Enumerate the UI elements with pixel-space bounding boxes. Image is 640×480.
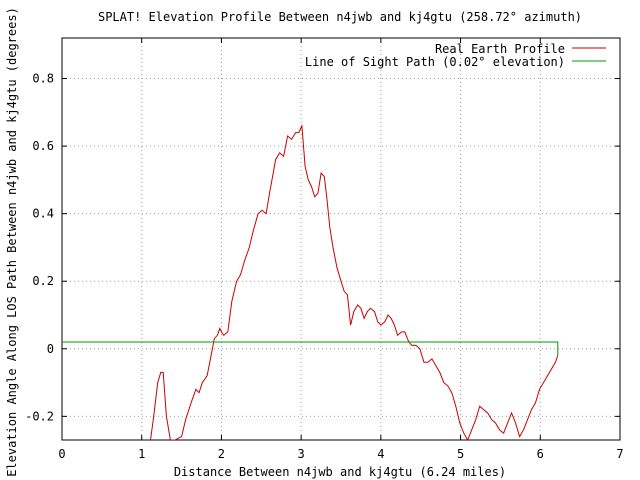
chart-title: SPLAT! Elevation Profile Between n4jwb a…	[98, 10, 582, 24]
series-line-line-of-sight-path-0-02-elevation	[62, 341, 559, 356]
y-tick-label: 0.6	[32, 139, 54, 153]
y-tick-labels: -0.2 0 0.2 0.4 0.6 0.8	[25, 72, 54, 424]
y-tick-label: 0.8	[32, 72, 54, 86]
legend-label-real-earth-profile: Real Earth Profile	[435, 42, 565, 56]
x-tick-label: 1	[138, 447, 145, 461]
y-tick-label: -0.2	[25, 409, 54, 423]
x-tick-label: 6	[537, 447, 544, 461]
legend-label-line-of-sight: Line of Sight Path (0.02° elevation)	[305, 55, 565, 69]
series-lines	[62, 123, 559, 440]
x-tick-label: 5	[457, 447, 464, 461]
y-axis-label: Elevation Angle Along LOS Path Between n…	[5, 7, 19, 477]
series-line-real-earth-profile	[150, 123, 559, 440]
y-tick-label: 0.2	[32, 274, 54, 288]
axis-ticks	[61, 38, 621, 440]
legend: Real Earth Profile Line of Sight Path (0…	[305, 42, 606, 69]
x-axis-label: Distance Between n4jwb and kj4gtu (6.24 …	[174, 465, 506, 479]
plot-frame	[61, 37, 621, 441]
x-tick-label: 0	[58, 447, 65, 461]
x-tick-label: 7	[616, 447, 623, 461]
y-tick-label: 0.4	[32, 207, 54, 221]
grid-lines	[62, 38, 620, 440]
x-tick-label: 4	[377, 447, 384, 461]
y-tick-label: 0	[47, 342, 54, 356]
x-tick-label: 2	[218, 447, 225, 461]
x-tick-labels: 0 1 2 3 4 5 6 7	[58, 447, 623, 461]
x-tick-label: 3	[298, 447, 305, 461]
